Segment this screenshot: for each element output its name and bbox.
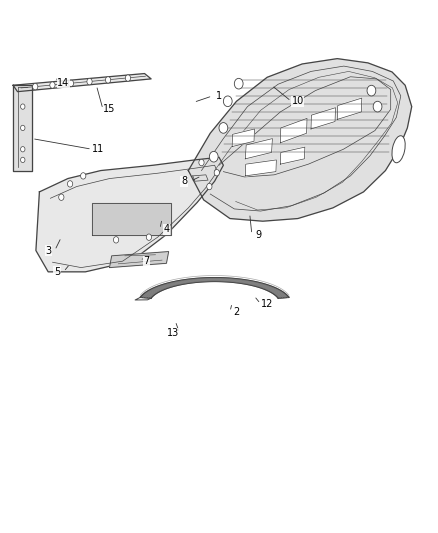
Polygon shape	[245, 139, 272, 159]
Text: 7: 7	[144, 256, 150, 266]
Polygon shape	[280, 118, 307, 143]
Circle shape	[81, 173, 86, 179]
Polygon shape	[140, 278, 289, 298]
Circle shape	[21, 125, 25, 131]
Text: 8: 8	[181, 176, 187, 186]
Polygon shape	[188, 59, 412, 221]
Polygon shape	[280, 147, 305, 164]
Circle shape	[373, 101, 382, 112]
Text: 2: 2	[233, 307, 240, 317]
Polygon shape	[311, 108, 336, 129]
Circle shape	[199, 159, 204, 166]
Polygon shape	[13, 85, 32, 171]
Ellipse shape	[392, 136, 405, 163]
Circle shape	[209, 151, 218, 162]
Circle shape	[21, 147, 25, 152]
Polygon shape	[337, 98, 362, 119]
Text: 9: 9	[255, 230, 261, 239]
Circle shape	[50, 82, 55, 88]
Polygon shape	[13, 74, 151, 92]
Text: 4: 4	[163, 224, 170, 234]
Text: 10: 10	[292, 96, 304, 106]
Circle shape	[125, 75, 131, 81]
Circle shape	[219, 123, 228, 133]
Circle shape	[21, 104, 25, 109]
Text: 5: 5	[54, 267, 60, 277]
Text: 14: 14	[57, 78, 70, 87]
Circle shape	[59, 194, 64, 200]
Text: 13: 13	[167, 328, 179, 338]
Circle shape	[367, 85, 376, 96]
Polygon shape	[92, 203, 171, 235]
Text: 12: 12	[261, 299, 273, 309]
Text: 3: 3	[45, 246, 51, 255]
Circle shape	[214, 169, 219, 176]
Polygon shape	[232, 129, 254, 147]
Circle shape	[223, 96, 232, 107]
Circle shape	[113, 237, 119, 243]
Circle shape	[67, 181, 73, 187]
Circle shape	[146, 234, 152, 240]
Circle shape	[68, 80, 74, 86]
Circle shape	[207, 183, 212, 190]
Polygon shape	[245, 160, 276, 176]
Circle shape	[21, 157, 25, 163]
Circle shape	[234, 78, 243, 89]
Polygon shape	[36, 157, 223, 272]
Circle shape	[87, 78, 92, 85]
Text: 11: 11	[92, 144, 105, 154]
Text: 1: 1	[216, 91, 222, 101]
Circle shape	[106, 77, 111, 83]
Text: 15: 15	[103, 104, 116, 114]
Polygon shape	[110, 252, 169, 268]
Circle shape	[32, 84, 38, 90]
